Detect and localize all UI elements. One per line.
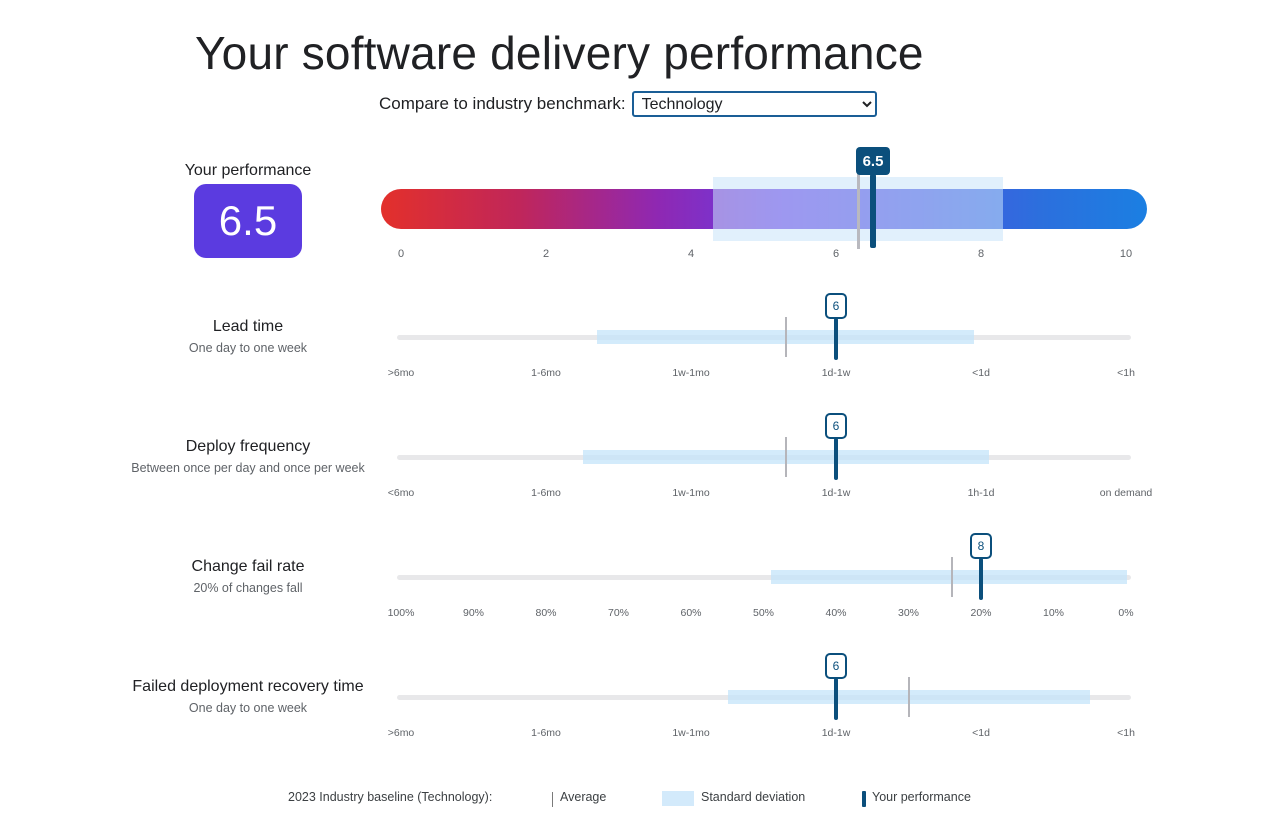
lead-time-tick: <1h [1117,367,1135,379]
change-fail-rate-tick: 70% [607,607,630,619]
lead-time-your-performance-marker [834,318,838,360]
change-fail-rate-average-marker [951,557,953,597]
lead-time-tick: 1d-1w [821,367,851,379]
deploy-frequency-tick: on demand [1099,487,1153,499]
lead-time-title: Lead time [212,318,284,335]
recovery-time-your-performance-marker [834,678,838,720]
recovery-time-tick: <1d [972,727,990,739]
overall-average-marker [857,174,860,249]
change-fail-rate-your-performance-marker [979,558,983,600]
overall-tick: 8 [977,248,985,260]
deploy-frequency-your-performance-flag: 6 [825,413,847,439]
recovery-time-tick: 1w-1mo [672,727,710,739]
lead-time-tick: 1-6mo [531,367,561,379]
deploy-frequency-tick: 1d-1w [821,487,851,499]
deploy-frequency-tick: 1h-1d [967,487,995,499]
lead-time-tick: >6mo [387,367,415,379]
deploy-frequency-title: Deploy frequency [185,438,311,455]
change-fail-rate-tick: 80% [535,607,557,619]
change-fail-rate-your-performance-flag: 8 [970,533,992,559]
lead-time-tick: 1w-1mo [672,367,710,379]
legend-std-deviation-label: Standard deviation [701,790,806,804]
change-fail-rate-tick: 60% [680,607,702,619]
overall-your-performance-flag: 6.5 [856,147,890,175]
deploy-frequency-subtitle: Between once per day and once per week [131,461,365,475]
change-fail-rate-tick: 20% [970,607,992,619]
lead-time-subtitle: One day to one week [188,341,308,355]
overall-tick: 4 [687,248,695,260]
overall-tick: 2 [542,248,550,260]
deploy-frequency-tick: <6mo [387,487,415,499]
overall-tick: 6 [832,248,840,260]
recovery-time-tick: >6mo [387,727,415,739]
lead-time-tick: <1d [972,367,990,379]
page-title: Your software delivery performance [195,27,924,79]
lead-time-average-marker [785,317,787,357]
legend-your-performance-swatch [862,791,866,807]
legend-average-swatch [552,792,553,807]
recovery-time-your-performance-flag: 6 [825,653,847,679]
lead-time-your-performance-flag: 6 [825,293,847,319]
legend-baseline-label: 2023 Industry baseline (Technology): [288,790,493,804]
change-fail-rate-tick: 40% [825,607,847,619]
change-fail-rate-track [397,575,1131,580]
benchmark-control: Compare to industry benchmark: Technolog… [379,91,877,117]
change-fail-rate-tick: 50% [752,607,775,619]
recovery-time-subtitle: One day to one week [188,701,308,715]
change-fail-rate-title: Change fail rate [191,558,305,575]
legend-your-performance-label: Your performance [872,790,971,804]
change-fail-rate-std-deviation-band [771,570,1127,584]
change-fail-rate-tick: 100% [387,607,415,619]
legend-std-deviation-swatch [662,791,694,806]
recovery-time-title: Failed deployment recovery time [132,678,364,695]
deploy-frequency-average-marker [785,437,787,477]
change-fail-rate-tick: 0% [1118,607,1134,619]
benchmark-label: Compare to industry benchmark: [379,94,626,113]
overall-tick: 10 [1119,248,1133,260]
recovery-time-average-marker [908,677,910,717]
overall-your-performance-marker [870,174,876,248]
change-fail-rate-tick: 90% [462,607,485,619]
change-fail-rate-tick: 30% [897,607,920,619]
benchmark-select[interactable]: Technology [631,91,877,117]
deploy-frequency-your-performance-marker [834,438,838,480]
overall-tick: 0 [397,248,405,260]
recovery-time-tick: 1d-1w [821,727,851,739]
change-fail-rate-subtitle: 20% of changes fall [193,581,303,595]
legend-average-label: Average [560,790,607,804]
recovery-time-tick: <1h [1117,727,1135,739]
legend: 2023 Industry baseline (Technology): Ave… [0,790,1277,810]
recovery-time-tick: 1-6mo [531,727,561,739]
your-performance-label: Your performance [184,162,312,179]
deploy-frequency-tick: 1-6mo [531,487,561,499]
performance-score-badge: 6.5 [194,184,302,258]
change-fail-rate-tick: 10% [1042,607,1065,619]
deploy-frequency-tick: 1w-1mo [672,487,710,499]
